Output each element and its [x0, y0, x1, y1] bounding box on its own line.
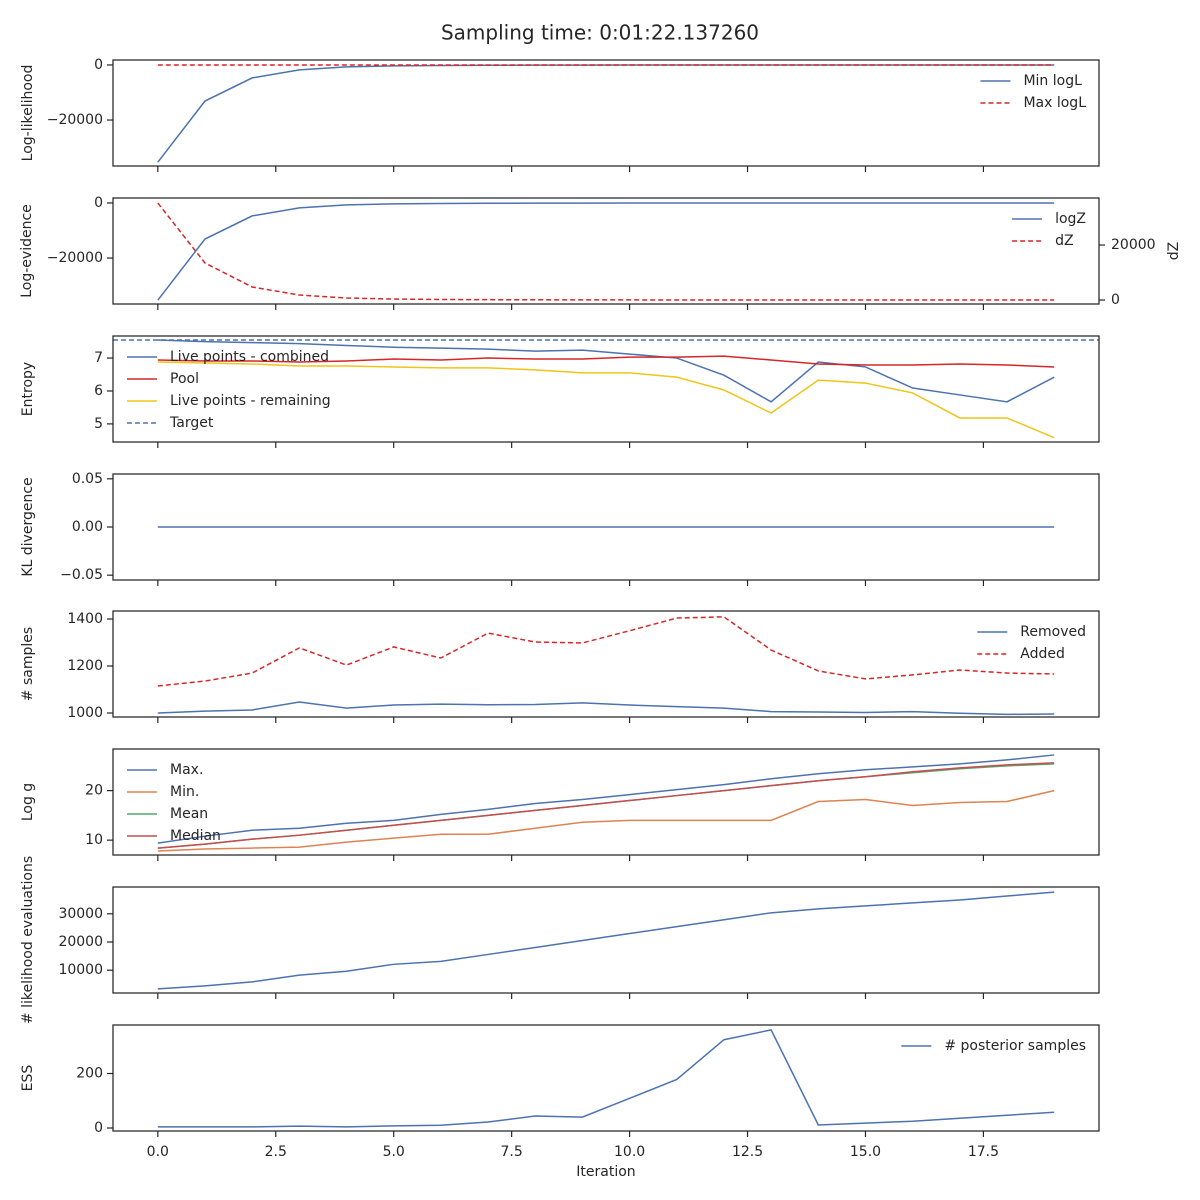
y-axis-label: Log-likelihood	[20, 65, 36, 162]
series-line	[157, 355, 1055, 368]
legend-label: Live points - remaining	[170, 393, 331, 409]
y-tick-label: 200	[76, 1066, 103, 1082]
series-line	[157, 789, 1055, 852]
y-tick-label: 10000	[58, 962, 103, 978]
x-axis-label: Iteration	[576, 1164, 635, 1180]
legend-label: Max.	[170, 762, 203, 778]
legend-label: Live points - combined	[170, 349, 329, 365]
x-tick-label: 5.0	[383, 1144, 405, 1160]
y-tick-label: 1000	[67, 705, 103, 721]
y-tick-label: −20000	[47, 250, 103, 266]
y-axis-label: # likelihood evaluations	[20, 856, 36, 1024]
y-axis-label: KL divergence	[20, 477, 36, 576]
axes-frame	[112, 886, 1100, 994]
y-tick-label: 20	[85, 783, 103, 799]
y-tick-label: 5	[94, 416, 103, 432]
y-tick-label: 1400	[67, 611, 103, 627]
series-line	[157, 762, 1055, 849]
axes-frame	[112, 59, 1100, 167]
y-axis-label: Log-evidence	[19, 204, 35, 298]
legend-label: Added	[1020, 646, 1065, 662]
series-line	[157, 202, 1055, 301]
y-axis-label: ESS	[20, 1065, 36, 1092]
axes-frame	[112, 473, 1100, 581]
legend-label: Pool	[170, 371, 199, 387]
x-tick-label: 15.0	[850, 1144, 881, 1160]
figure-title: Sampling time: 0:01:22.137260	[441, 21, 759, 45]
legend-label: Removed	[1020, 624, 1086, 640]
series-line	[157, 202, 1055, 301]
y-axis-label: # samples	[20, 627, 36, 701]
y-axis-label: Entropy	[20, 362, 36, 416]
legend-label: Target	[169, 415, 214, 431]
x-tick-label: 12.5	[732, 1144, 763, 1160]
series-line	[157, 754, 1055, 844]
legend-label: Median	[170, 828, 221, 844]
y-tick-label: 0	[94, 57, 103, 73]
axes-frame	[112, 748, 1100, 856]
legend-label: dZ	[1055, 233, 1073, 249]
y-tick-label: 0	[94, 1120, 103, 1136]
y-tick-label: 30000	[58, 906, 103, 922]
y2-axis-label: dZ	[1166, 242, 1182, 260]
y2-tick-label: 0	[1111, 292, 1120, 308]
y-tick-label: 10	[85, 832, 103, 848]
y-tick-label: 1200	[67, 658, 103, 674]
legend-label: Min.	[170, 784, 199, 800]
series-line	[157, 701, 1055, 716]
legend-label: Mean	[170, 806, 208, 822]
series-line	[157, 361, 1055, 439]
x-tick-label: 10.0	[614, 1144, 645, 1160]
legend-label: Min logL	[1023, 73, 1082, 89]
y-tick-label: 7	[94, 350, 103, 366]
y-tick-label: 0.05	[72, 471, 103, 487]
x-tick-label: 7.5	[501, 1144, 523, 1160]
y-tick-label: 20000	[58, 934, 103, 950]
x-tick-label: 0.0	[147, 1144, 169, 1160]
axes-frame	[112, 610, 1100, 718]
axes-frame	[112, 335, 1100, 443]
x-tick-label: 17.5	[968, 1144, 999, 1160]
legend-label: # posterior samples	[944, 1038, 1086, 1054]
series-line	[157, 891, 1055, 990]
y-tick-label: 6	[94, 383, 103, 399]
legend-label: logZ	[1055, 211, 1086, 227]
y-tick-label: 0	[94, 195, 103, 211]
y-tick-label: 0.00	[72, 519, 103, 535]
y2-tick-label: 20000	[1111, 237, 1156, 253]
axes-frame	[112, 1024, 1100, 1132]
series-line	[157, 339, 1055, 403]
y-tick-label: −0.05	[60, 567, 103, 583]
series-line	[157, 1029, 1055, 1128]
axes-frame	[112, 197, 1100, 305]
series-line	[157, 616, 1055, 687]
legend-label: Max logL	[1023, 95, 1086, 111]
y-tick-label: −20000	[47, 112, 103, 128]
x-tick-label: 2.5	[265, 1144, 287, 1160]
series-line	[157, 64, 1055, 163]
y-axis-label: Log g	[20, 783, 36, 821]
